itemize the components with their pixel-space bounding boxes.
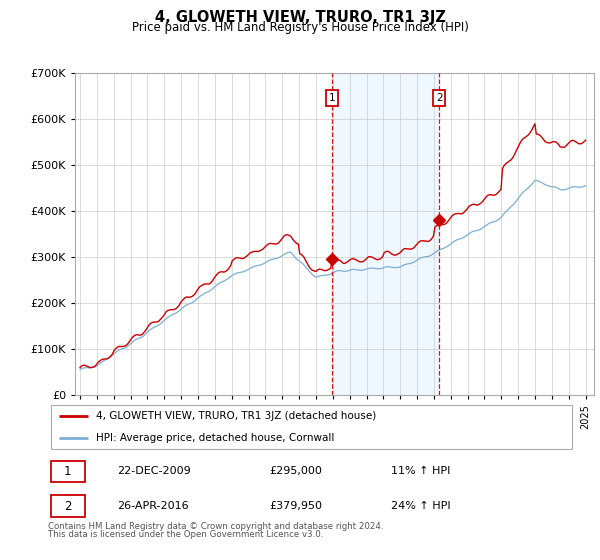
Text: Contains HM Land Registry data © Crown copyright and database right 2024.: Contains HM Land Registry data © Crown c… (48, 522, 383, 531)
Text: 2: 2 (436, 93, 442, 103)
Text: 2: 2 (64, 500, 71, 512)
Text: 24% ↑ HPI: 24% ↑ HPI (391, 501, 451, 511)
Text: 1: 1 (64, 465, 71, 478)
Text: Price paid vs. HM Land Registry's House Price Index (HPI): Price paid vs. HM Land Registry's House … (131, 21, 469, 34)
Text: 22-DEC-2009: 22-DEC-2009 (116, 466, 190, 477)
FancyBboxPatch shape (50, 496, 85, 517)
Text: 1: 1 (329, 93, 335, 103)
Text: 11% ↑ HPI: 11% ↑ HPI (391, 466, 451, 477)
Text: This data is licensed under the Open Government Licence v3.0.: This data is licensed under the Open Gov… (48, 530, 323, 539)
Text: 26-APR-2016: 26-APR-2016 (116, 501, 188, 511)
Text: 4, GLOWETH VIEW, TRURO, TR1 3JZ: 4, GLOWETH VIEW, TRURO, TR1 3JZ (155, 10, 445, 25)
Text: £379,950: £379,950 (270, 501, 323, 511)
Bar (332, 73, 439, 395)
Text: 4, GLOWETH VIEW, TRURO, TR1 3JZ (detached house): 4, GLOWETH VIEW, TRURO, TR1 3JZ (detache… (95, 411, 376, 421)
Text: £295,000: £295,000 (270, 466, 323, 477)
FancyBboxPatch shape (50, 461, 85, 482)
FancyBboxPatch shape (50, 405, 572, 449)
Text: HPI: Average price, detached house, Cornwall: HPI: Average price, detached house, Corn… (95, 433, 334, 443)
